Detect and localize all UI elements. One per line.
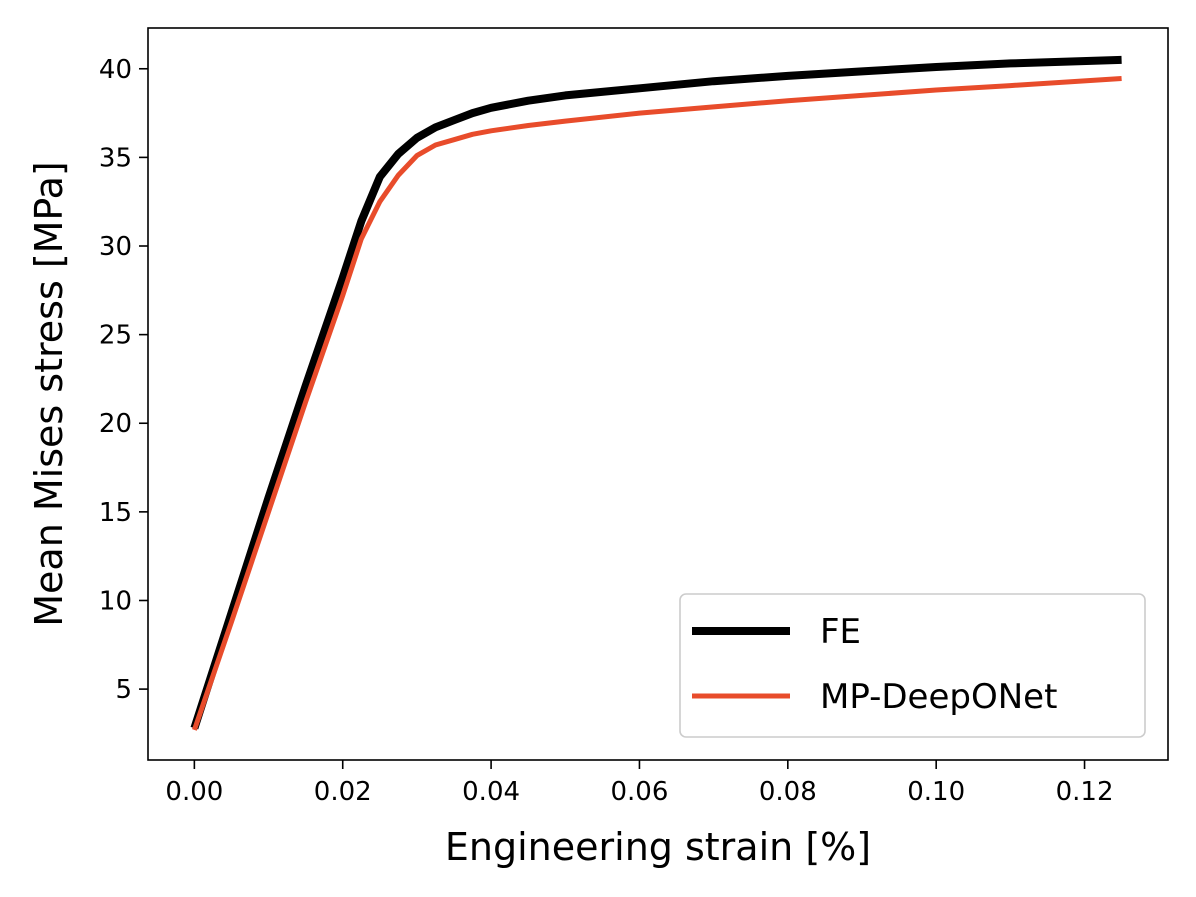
y-tick-label: 10 [99,586,132,616]
series-line-fe [190,55,1122,730]
series-line-mp-deeponet [192,76,1122,731]
x-axis-label: Engineering strain [%] [445,825,871,869]
legend-box [679,593,1146,738]
x-tick-label: 0.06 [611,777,669,807]
y-tick-label: 5 [115,675,132,705]
y-tick-label: 25 [99,321,132,351]
y-tick-label: 15 [99,498,132,528]
axes-frame [147,27,1169,761]
y-tick-label: 30 [99,232,132,262]
x-tick-label: 0.12 [1056,777,1114,807]
plot-area [147,27,1169,761]
y-tick-label: 20 [99,409,132,439]
x-tick-label: 0.04 [462,777,520,807]
legend-label: MP-DeepONet [820,677,1057,717]
series-layer [190,55,1122,731]
y-tick-label: 35 [99,143,132,173]
y-tick-label: 40 [99,55,132,85]
x-tick-label: 0.00 [165,777,223,807]
x-tick-label: 0.02 [314,777,372,807]
legend: FE MP-DeepONet [679,593,1146,738]
y-axis-ticks: 5 10 15 20 25 30 35 40 [99,55,148,705]
x-tick-label: 0.10 [907,777,965,807]
x-tick-label: 0.08 [759,777,817,807]
x-axis-ticks: 0.00 0.02 0.04 0.06 0.08 0.10 0.12 [165,760,1113,807]
legend-label: FE [820,612,861,652]
y-axis-label: Mean Mises stress [MPa] [27,161,71,626]
